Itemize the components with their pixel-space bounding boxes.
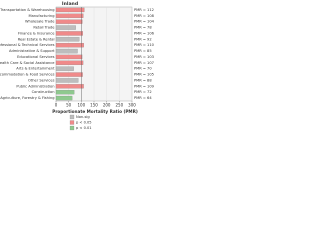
category-label: Manufacturing	[28, 14, 54, 18]
value-label: PMR = 92	[134, 37, 152, 41]
x-tick-label: 150	[90, 103, 98, 108]
bar	[55, 95, 73, 101]
category-label: Construction	[32, 90, 55, 94]
category-label: Wholesale Trade	[25, 20, 55, 24]
value-label: PMR = 70	[134, 67, 152, 71]
x-tick-label: 100	[78, 103, 86, 108]
category-label: Arts & Entertainment	[16, 67, 55, 71]
value-label: PMR = 105	[134, 73, 154, 77]
category-label: Retail Trade	[33, 26, 55, 30]
category-label: Public Administration	[16, 84, 54, 88]
value-label: PMR = 106	[134, 31, 155, 35]
value-label: PMR = 109	[134, 84, 155, 88]
value-label: PMR = 78	[134, 26, 152, 30]
x-tick-label: 200	[103, 103, 111, 108]
chart-title: Inland	[62, 1, 78, 7]
category-label: Agriculture, Forestry & Fishing	[0, 96, 54, 100]
value-label: PMR = 108	[134, 14, 155, 18]
bar	[55, 43, 84, 48]
bar	[55, 90, 75, 95]
category-label: Administrative & Support	[9, 49, 55, 53]
value-label: PMR = 72	[134, 90, 152, 94]
bar	[55, 13, 84, 18]
x-tick-label: 0	[55, 103, 58, 108]
legend-label: Non-sig	[76, 115, 90, 119]
value-label: PMR = 104	[134, 20, 155, 24]
legend-swatch	[69, 114, 75, 120]
category-label: Accommodation & Food Services	[0, 73, 55, 77]
category-label: Transportation & Warehousing	[0, 8, 55, 12]
category-label: Educational Services	[17, 55, 55, 59]
value-label: PMR = 85	[134, 49, 152, 53]
value-label: PMR = 103	[134, 55, 154, 59]
chart: Inland Proportionate Mortality Ratio (PM…	[0, 1, 155, 131]
bar	[55, 37, 80, 42]
x-axis-label: Proportionate Mortality Ratio (PMR)	[52, 109, 138, 114]
bar	[55, 66, 74, 71]
bar	[55, 19, 83, 24]
bar	[55, 60, 84, 65]
x-tick-label: 250	[116, 103, 124, 108]
legend-swatch	[69, 120, 75, 125]
legend-label: p < 0.05	[76, 121, 92, 125]
category-label: Other Services	[28, 78, 55, 82]
bar	[55, 31, 83, 36]
x-tick-label: 50	[66, 103, 72, 108]
bar	[55, 84, 84, 89]
x-tick-label: 300	[128, 103, 136, 108]
category-label: Professional & Technical Services	[0, 43, 55, 47]
bar	[55, 72, 83, 77]
category-label: Health Care & Social Assistance	[0, 61, 55, 65]
value-label: PMR = 110	[134, 43, 155, 47]
bar	[55, 7, 85, 13]
value-label: PMR = 107	[134, 61, 154, 65]
value-label: PMR = 64	[134, 96, 152, 100]
legend-label: p < 0.01	[76, 126, 92, 130]
bar	[55, 25, 76, 30]
bar	[55, 48, 78, 54]
category-label: Real Estate & Rental	[18, 37, 55, 41]
value-label: PMR = 88	[134, 78, 152, 82]
value-label: PMR = 112	[134, 8, 154, 12]
bar	[55, 54, 83, 60]
category-label: Finance & Insurance	[18, 31, 55, 35]
bar	[55, 78, 79, 83]
legend-swatch	[69, 125, 75, 131]
